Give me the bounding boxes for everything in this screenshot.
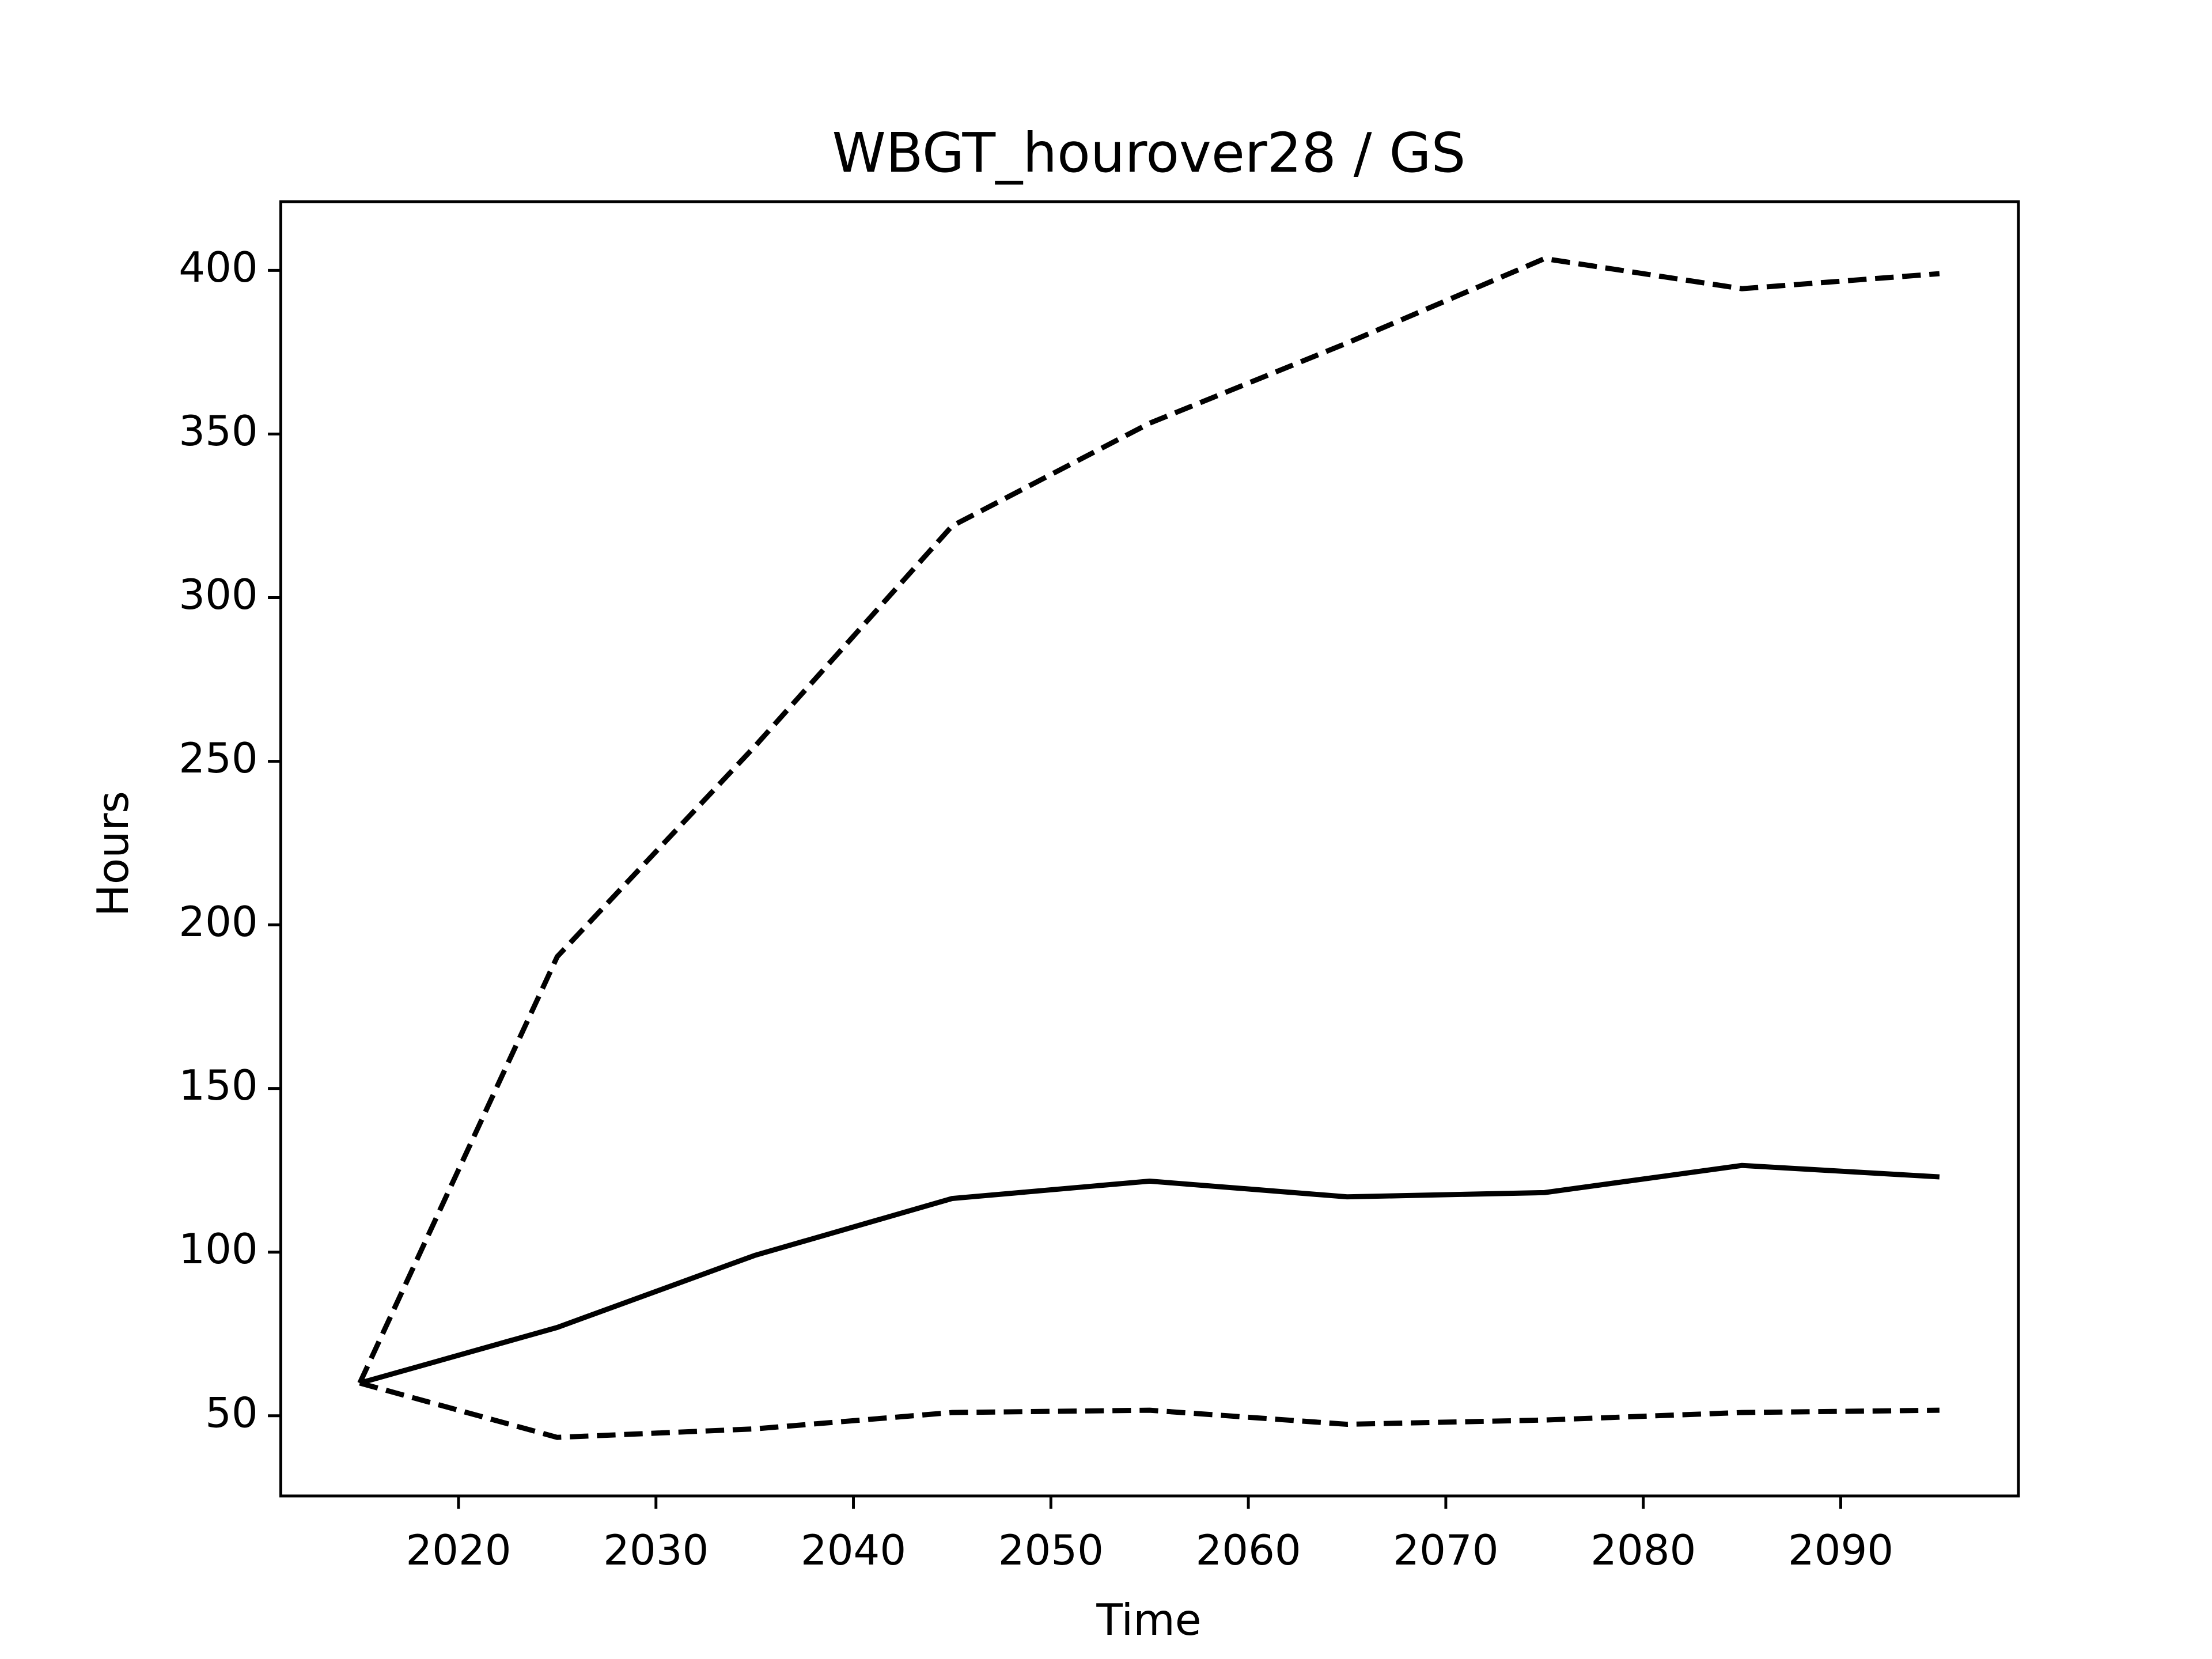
- y-tick-label: 400: [179, 243, 257, 291]
- y-tick-label: 250: [179, 734, 257, 782]
- x-tick-label: 2080: [1590, 1526, 1696, 1574]
- y-tick-label: 350: [179, 407, 257, 455]
- x-tick-label: 2040: [801, 1526, 906, 1574]
- x-tick-label: 2090: [1788, 1526, 1893, 1574]
- x-tick-label: 2050: [998, 1526, 1104, 1574]
- chart-title: WBGT_hourover28 / GS: [832, 122, 1466, 185]
- y-axis-label: Hours: [88, 791, 138, 916]
- y-tick-label: 150: [179, 1061, 257, 1109]
- x-tick-label: 2060: [1196, 1526, 1301, 1574]
- series-line: [357, 256, 1940, 1384]
- plot-frame: [279, 200, 2020, 1498]
- y-tick-label: 300: [179, 570, 257, 619]
- x-tick-label: 2020: [406, 1526, 511, 1574]
- series-line: [359, 1380, 1940, 1440]
- y-tick-label: 200: [179, 897, 257, 946]
- series-line: [359, 1162, 1940, 1386]
- x-axis-label: Time: [1096, 1595, 1201, 1645]
- x-tick-label: 2070: [1393, 1526, 1498, 1574]
- y-tick-label: 100: [179, 1225, 257, 1273]
- y-tick-label: 50: [205, 1388, 258, 1437]
- x-tick-label: 2030: [603, 1526, 709, 1574]
